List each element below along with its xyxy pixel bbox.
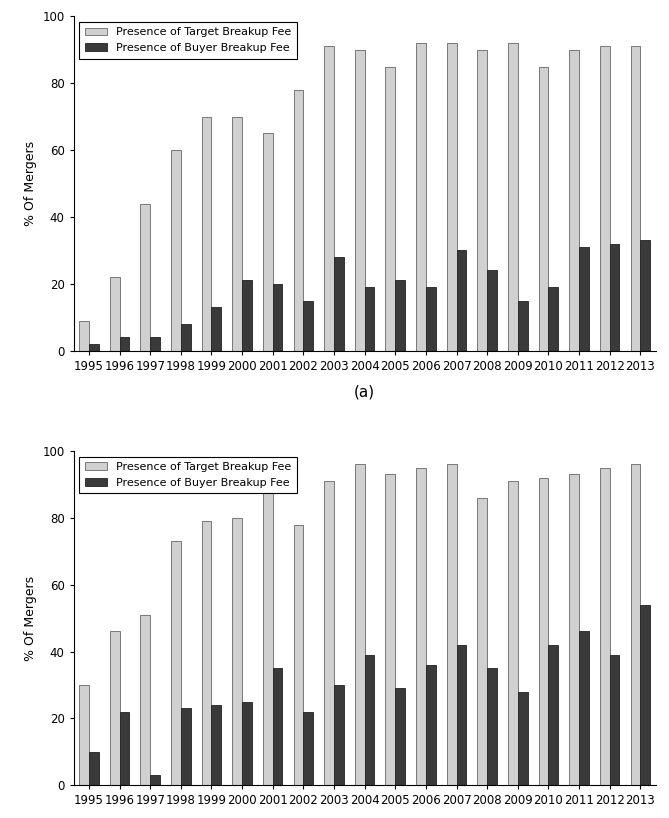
Bar [110,277,120,351]
Bar [416,468,426,785]
Bar [242,281,252,351]
Bar [89,344,98,351]
Bar [171,542,181,785]
Bar [181,708,191,785]
Bar [355,465,365,785]
Bar [120,712,129,785]
Bar [150,337,160,351]
Bar [171,150,181,351]
Bar [334,685,344,785]
Bar [181,324,191,351]
Y-axis label: % Of Mergers: % Of Mergers [24,576,37,661]
Bar [232,117,242,351]
Bar [631,465,640,785]
Bar [324,47,334,351]
Y-axis label: % Of Mergers: % Of Mergers [24,141,37,226]
Bar [609,655,619,785]
Bar [211,705,221,785]
Bar [385,66,395,351]
Bar [294,90,303,351]
Bar [395,281,405,351]
Bar [447,465,456,785]
Bar [79,685,89,785]
Bar [263,133,273,351]
Bar [303,712,313,785]
Bar [150,775,160,785]
Bar [600,468,609,785]
Bar [273,284,282,351]
Bar [579,631,589,785]
Bar [303,300,313,351]
Bar [549,645,558,785]
Bar [416,43,426,351]
Bar [518,692,528,785]
Bar [426,287,436,351]
Bar [631,47,640,351]
Bar [232,518,242,785]
Bar [426,665,436,785]
Legend: Presence of Target Breakup Fee, Presence of Buyer Breakup Fee: Presence of Target Breakup Fee, Presence… [79,22,296,59]
Bar [549,287,558,351]
Bar [365,655,375,785]
Bar [640,240,650,351]
Bar [539,66,549,351]
Bar [447,43,456,351]
Bar [456,645,466,785]
Bar [579,247,589,351]
Bar [140,615,150,785]
Bar [508,481,518,785]
Text: (a): (a) [354,384,375,399]
Bar [201,521,211,785]
Bar [478,50,487,351]
Bar [569,50,579,351]
Bar [395,688,405,785]
Bar [294,524,303,785]
Bar [242,702,252,785]
Bar [89,752,98,785]
Bar [365,287,375,351]
Bar [539,478,549,785]
Bar [334,257,344,351]
Bar [385,474,395,785]
Bar [640,605,650,785]
Bar [211,308,221,351]
Bar [456,250,466,351]
Legend: Presence of Target Breakup Fee, Presence of Buyer Breakup Fee: Presence of Target Breakup Fee, Presence… [79,456,296,493]
Bar [487,668,497,785]
Bar [140,204,150,351]
Bar [110,631,120,785]
Bar [508,43,518,351]
Bar [120,337,129,351]
Bar [355,50,365,351]
Bar [478,498,487,785]
Bar [263,484,273,785]
Bar [79,321,89,351]
Bar [518,300,528,351]
Bar [569,474,579,785]
Bar [201,117,211,351]
Bar [600,47,609,351]
Bar [609,244,619,351]
Bar [273,668,282,785]
Bar [324,481,334,785]
Bar [487,271,497,351]
